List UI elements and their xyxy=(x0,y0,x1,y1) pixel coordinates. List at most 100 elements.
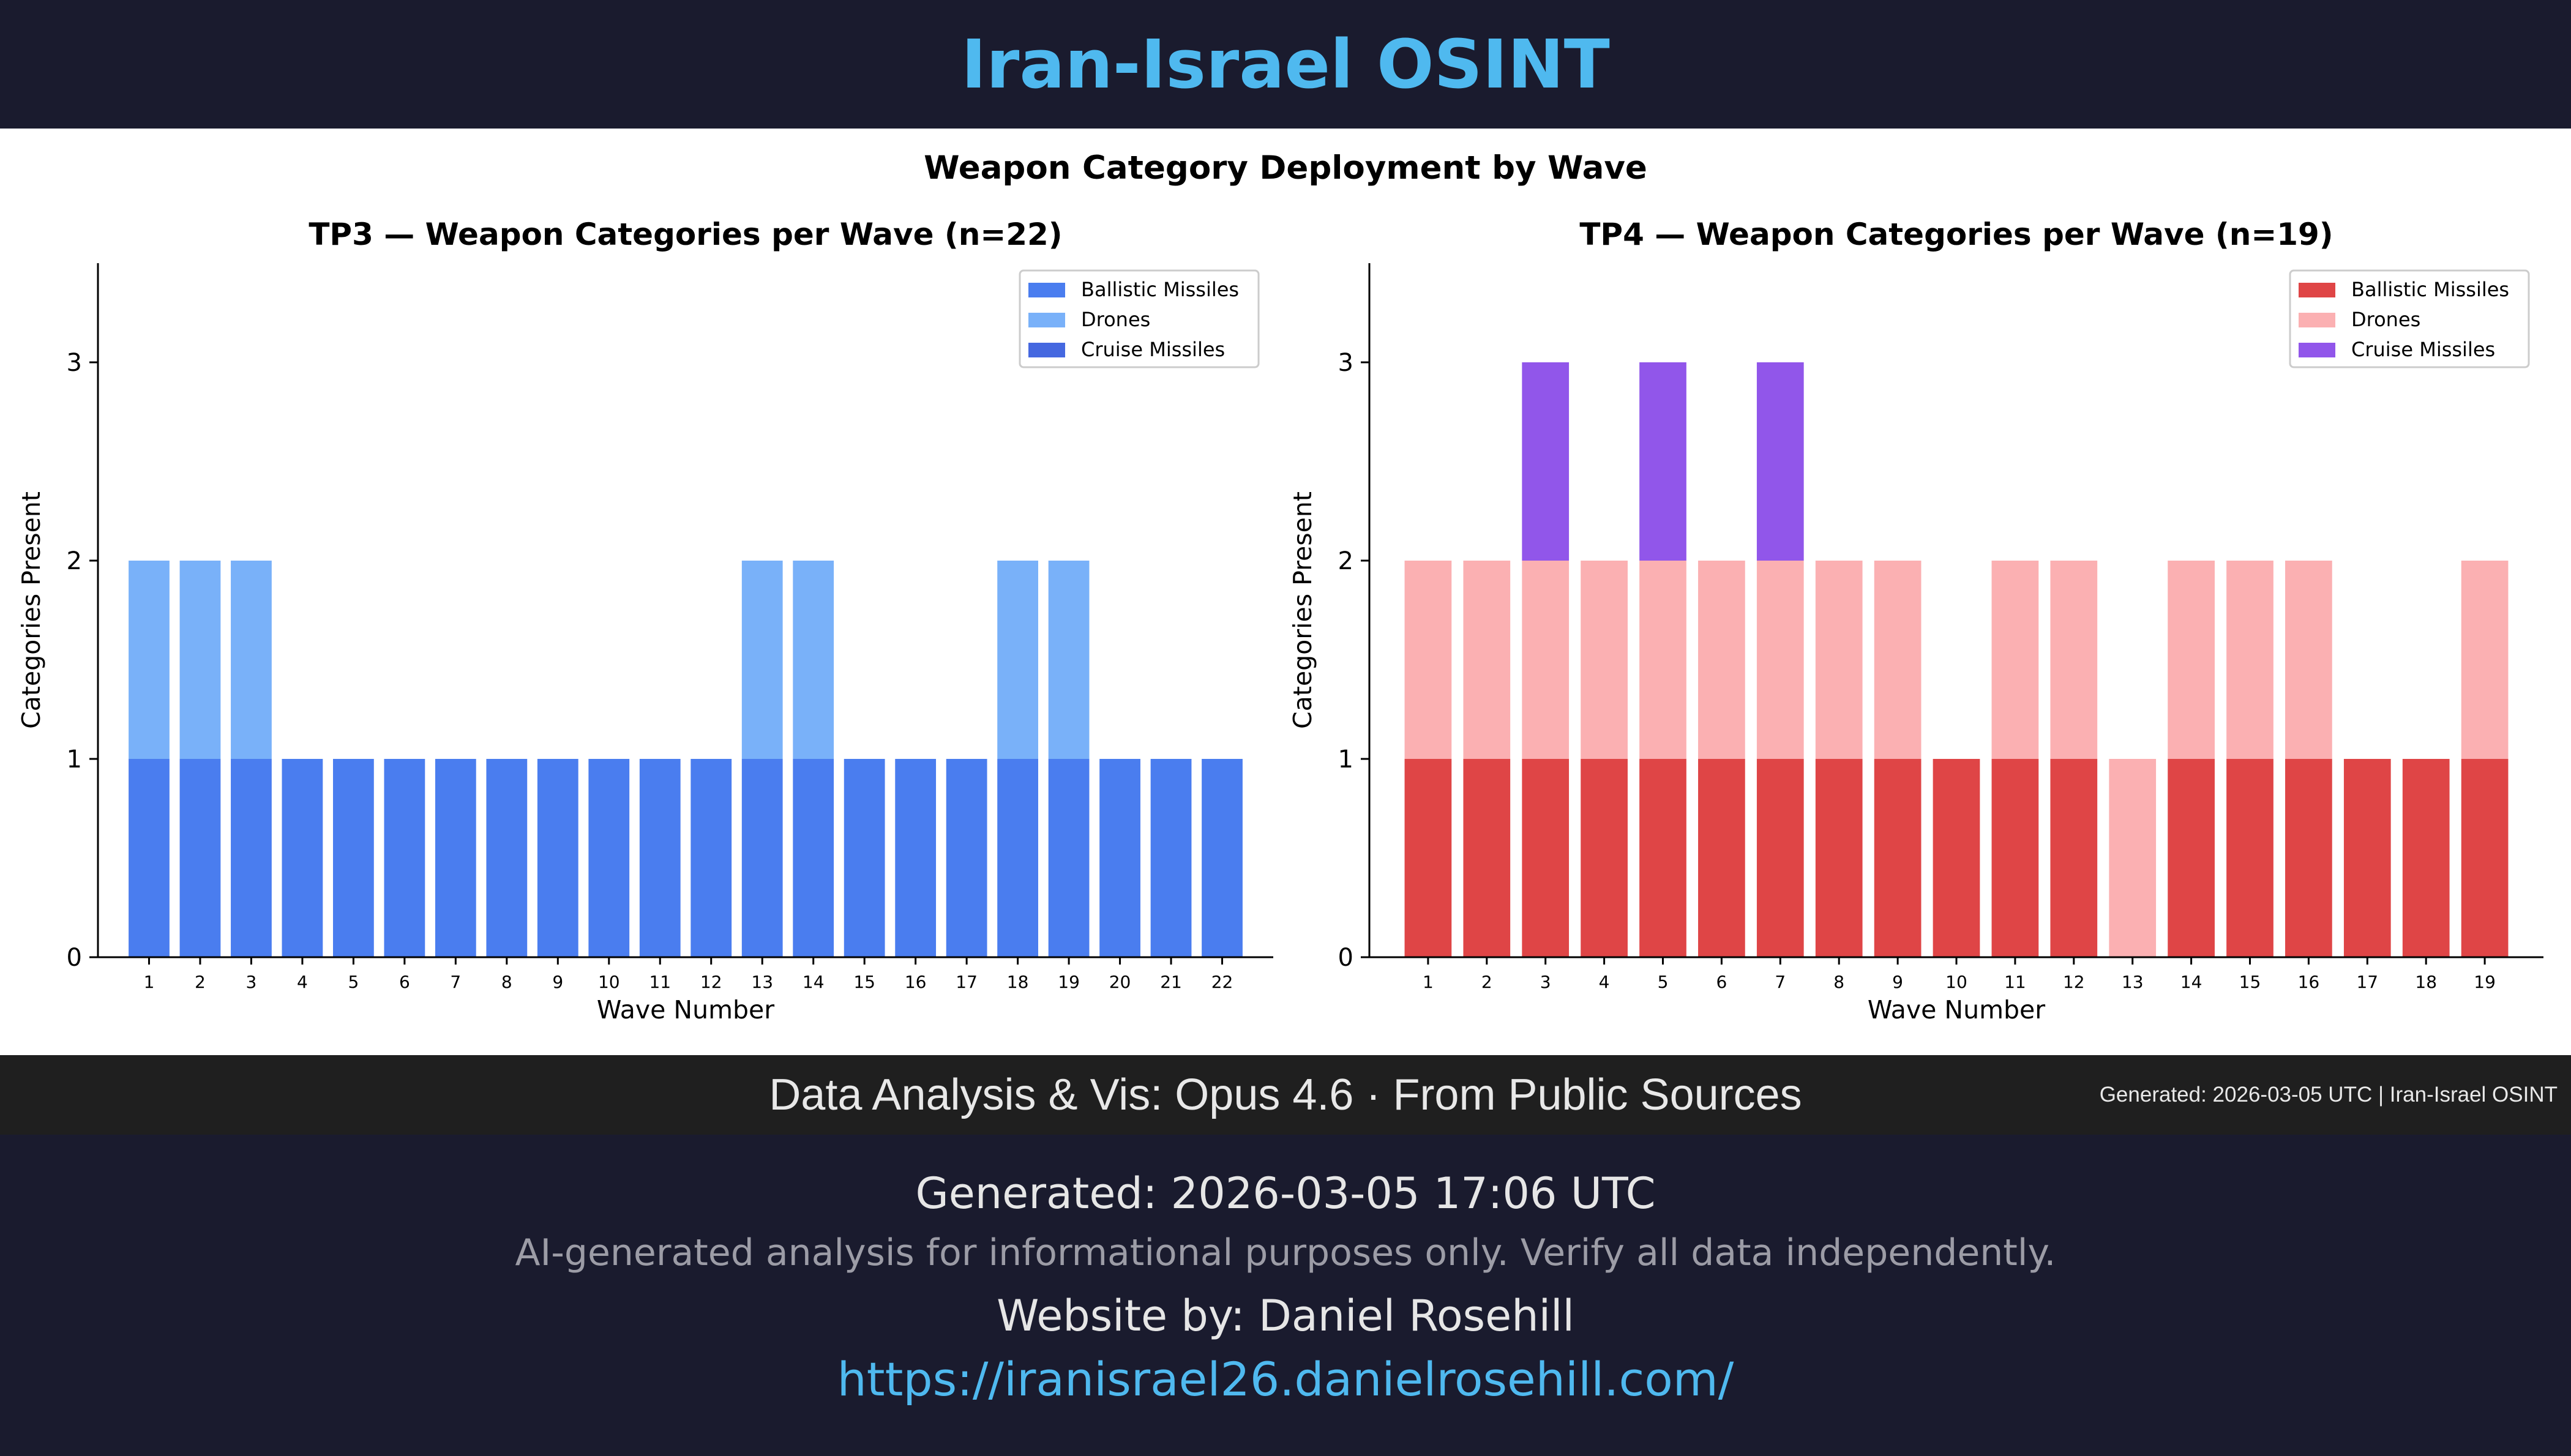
bar-drones-wave-16 xyxy=(2285,561,2332,759)
bar-ballistic-missiles-wave-14 xyxy=(2168,759,2215,957)
x-tick-label: 1 xyxy=(1423,972,1434,992)
bar-drones-wave-19 xyxy=(2461,561,2509,759)
y-tick-label: 0 xyxy=(1338,944,1353,972)
x-tick-label: 5 xyxy=(348,972,359,992)
x-tick-label: 17 xyxy=(2356,972,2378,992)
footer-generated: Generated: 2026-03-05 17:06 UTC xyxy=(915,1168,1656,1219)
bar-drones-wave-18 xyxy=(997,561,1038,759)
x-tick-label: 19 xyxy=(2474,972,2496,992)
y-axis-label: Categories Present xyxy=(1288,491,1317,729)
bar-ballistic-missiles-wave-19 xyxy=(2461,759,2509,957)
y-tick-label: 2 xyxy=(67,547,82,575)
legend-label: Ballistic Missiles xyxy=(1081,278,1239,301)
legend-swatch xyxy=(1028,343,1065,357)
x-axis-label: Wave Number xyxy=(1868,995,2045,1025)
x-tick-label: 2 xyxy=(195,972,206,992)
bar-ballistic-missiles-wave-5 xyxy=(1639,759,1686,957)
banner-right-text: Generated: 2026-03-05 UTC | Iran-Israel … xyxy=(2099,1083,2558,1107)
y-tick-label: 0 xyxy=(67,944,82,972)
x-tick-label: 21 xyxy=(1160,972,1182,992)
chart-title: TP3 — Weapon Categories per Wave (n=22) xyxy=(309,217,1062,252)
legend: Ballistic Missiles Drones Cruise Missiles xyxy=(1019,269,1260,368)
bar-drones-wave-11 xyxy=(1991,561,2039,759)
legend-swatch xyxy=(2299,313,2335,327)
x-tick-label: 18 xyxy=(1007,972,1029,992)
charts-figure: Weapon Category Deployment by Wave TP3 —… xyxy=(17,149,2543,1025)
bar-ballistic-missiles-wave-11 xyxy=(1991,759,2039,957)
page-title: Iran-Israel OSINT xyxy=(961,25,1610,103)
bar-ballistic-missiles-wave-1 xyxy=(129,759,170,957)
bar-ballistic-missiles-wave-18 xyxy=(2402,759,2450,957)
bar-drones-wave-14 xyxy=(793,561,834,759)
bar-drones-wave-8 xyxy=(1815,561,1863,759)
bar-drones-wave-15 xyxy=(2226,561,2273,759)
bar-ballistic-missiles-wave-8 xyxy=(486,759,528,957)
x-tick-label: 7 xyxy=(1775,972,1786,992)
bar-ballistic-missiles-wave-9 xyxy=(537,759,578,957)
x-tick-label: 4 xyxy=(1599,972,1610,992)
bar-drones-wave-14 xyxy=(2168,561,2215,759)
x-tick-label: 6 xyxy=(1716,972,1727,992)
bar-ballistic-missiles-wave-8 xyxy=(1815,759,1863,957)
legend-box xyxy=(1019,269,1260,368)
x-tick-label: 18 xyxy=(2415,972,2437,992)
bar-drones-wave-2 xyxy=(1463,561,1511,759)
bar-drones-wave-9 xyxy=(1874,561,1922,759)
x-tick-label: 6 xyxy=(399,972,410,992)
bar-ballistic-missiles-wave-18 xyxy=(997,759,1038,957)
legend-swatch xyxy=(1028,313,1065,327)
bar-drones-wave-7 xyxy=(1756,561,1804,759)
y-tick-label: 1 xyxy=(1338,745,1353,774)
bar-ballistic-missiles-wave-2 xyxy=(1463,759,1511,957)
bar-drones-wave-13 xyxy=(2109,759,2157,957)
bar-ballistic-missiles-wave-22 xyxy=(1202,759,1243,957)
x-axis-label: Wave Number xyxy=(597,995,774,1025)
x-tick-label: 12 xyxy=(2063,972,2085,992)
bar-drones-wave-3 xyxy=(231,561,272,759)
chart-title: TP4 — Weapon Categories per Wave (n=19) xyxy=(1579,217,2333,252)
y-tick-label: 1 xyxy=(67,745,82,774)
bar-ballistic-missiles-wave-5 xyxy=(333,759,374,957)
bar-drones-wave-3 xyxy=(1522,561,1570,759)
chart-panel-1: TP3 — Weapon Categories per Wave (n=22) 0… xyxy=(17,217,1273,1025)
bar-ballistic-missiles-wave-3 xyxy=(231,759,272,957)
x-tick-label: 15 xyxy=(853,972,875,992)
x-tick-label: 22 xyxy=(1211,972,1233,992)
x-tick-label: 12 xyxy=(700,972,722,992)
bar-ballistic-missiles-wave-9 xyxy=(1874,759,1922,957)
bar-ballistic-missiles-wave-17 xyxy=(2343,759,2391,957)
bar-ballistic-missiles-wave-2 xyxy=(179,759,221,957)
x-tick-label: 3 xyxy=(1540,972,1551,992)
bar-ballistic-missiles-wave-15 xyxy=(2226,759,2273,957)
footer-disclaimer: AI-generated analysis for informational … xyxy=(515,1231,2056,1274)
x-tick-label: 1 xyxy=(144,972,155,992)
bar-drones-wave-5 xyxy=(1639,561,1686,759)
x-tick-label: 11 xyxy=(649,972,671,992)
legend-label: Drones xyxy=(1081,308,1150,331)
y-axis-label: Categories Present xyxy=(17,491,46,729)
x-tick-label: 4 xyxy=(297,972,308,992)
x-tick-label: 7 xyxy=(450,972,461,992)
x-tick-label: 9 xyxy=(1892,972,1903,992)
chart-area: Weapon Category Deployment by Wave TP3 —… xyxy=(0,129,2571,1055)
legend-swatch xyxy=(2299,283,2335,297)
bar-ballistic-missiles-wave-16 xyxy=(2285,759,2332,957)
legend-label: Cruise Missiles xyxy=(2351,338,2495,361)
x-tick-label: 14 xyxy=(803,972,825,992)
bar-ballistic-missiles-wave-11 xyxy=(639,759,681,957)
bar-cruise-missiles-wave-3 xyxy=(1522,362,1570,561)
bar-ballistic-missiles-wave-3 xyxy=(1522,759,1570,957)
bar-ballistic-missiles-wave-20 xyxy=(1099,759,1140,957)
x-tick-label: 11 xyxy=(2004,972,2026,992)
x-tick-label: 2 xyxy=(1481,972,1492,992)
legend-swatch xyxy=(1028,283,1065,297)
footer-url-link[interactable]: https://iranisrael26.danielrosehill.com/ xyxy=(837,1352,1734,1406)
bar-ballistic-missiles-wave-12 xyxy=(2050,759,2098,957)
x-tick-label: 13 xyxy=(751,972,773,992)
x-tick-label: 15 xyxy=(2239,972,2261,992)
bar-ballistic-missiles-wave-21 xyxy=(1150,759,1192,957)
bar-ballistic-missiles-wave-12 xyxy=(690,759,732,957)
x-tick-label: 19 xyxy=(1058,972,1080,992)
bar-ballistic-missiles-wave-13 xyxy=(741,759,783,957)
x-tick-label: 8 xyxy=(501,972,512,992)
